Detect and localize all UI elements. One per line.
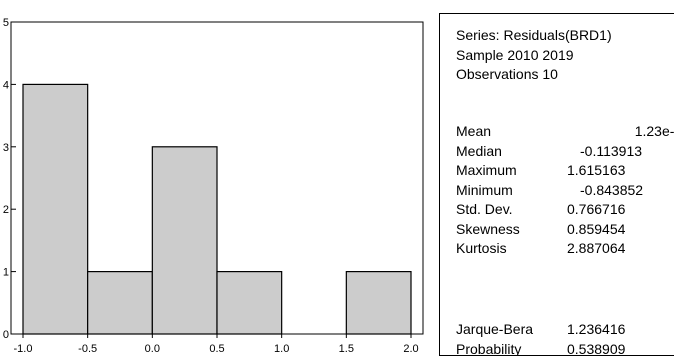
x-tick-label: 2.0 [403,343,418,355]
stat-row: Mean 1.23e-15 [456,122,674,142]
normality-test-table: Jarque-Bera 1.236416 Probability 0.53890… [456,320,674,356]
stat-label: Std. Dev. [456,201,513,217]
y-axis: 0 1 2 3 4 5 [3,17,16,341]
y-tick-label: 2 [3,204,9,216]
y-tick-label: 0 [3,329,9,341]
series-info: Series: Residuals(BRD1) Sample 2010 2019… [440,14,674,85]
x-tick-label: -0.5 [78,343,97,355]
sample-range: Sample 2010 2019 [456,46,574,63]
stat-row: Std. Dev. 0.766716 [456,200,674,220]
histogram-bar [345,271,412,335]
stat-value: 2.887064 [567,240,626,256]
stat-label: Maximum [456,162,517,178]
stat-row: Maximum 1.615163 [456,161,674,181]
y-tick-label: 5 [3,17,9,29]
stat-label: Median [456,142,502,159]
x-tick-label: 1.0 [274,343,289,355]
series-name: Series: Residuals(BRD1) [456,27,612,43]
observations-count: Observations 10 [456,66,558,82]
stat-row: Jarque-Bera 1.236416 [456,320,674,340]
histogram-bars [22,83,412,335]
histogram-bar [151,146,218,335]
stat-label: Jarque-Bera [456,321,534,337]
y-tick-label: 3 [3,142,9,154]
stat-row: Median -0.113913 [456,142,674,162]
x-axis: -1.0 -0.5 0.0 0.5 1.0 1.5 2.0 [14,334,419,355]
stat-value: 1.615163 [567,162,626,178]
stat-row: Probability 0.538909 [456,340,674,356]
y-tick-label: 4 [3,79,9,91]
stat-label: Probability [456,340,522,356]
stat-value: 0.766716 [567,201,626,217]
histogram-chart: 0 1 2 3 4 5 -1.0 -0.5 0.0 0.5 1.0 1.5 2.0 [3,17,424,355]
stat-value: 1.23e-15 [634,123,674,139]
stat-value: -0.843852 [580,181,644,198]
x-tick-label: 0.5 [209,343,224,355]
stat-value: 1.236416 [567,321,626,337]
stat-row: Kurtosis 2.887064 [456,239,674,259]
stat-label: Kurtosis [456,240,507,256]
histogram-bar [87,271,153,335]
stat-label: Skewness [456,220,520,237]
y-tick-label: 1 [3,267,9,279]
histogram-bar [216,271,283,335]
statistics-panel: Series: Residuals(BRD1) Sample 2010 2019… [439,13,674,356]
stat-label: Minimum [456,181,513,198]
x-tick-label: -1.0 [14,343,33,355]
x-tick-label: 1.5 [339,343,354,355]
stat-row: Skewness 0.859454 [456,220,674,240]
stat-value: 0.538909 [567,340,626,356]
stat-value: -0.113913 [580,142,643,159]
descriptive-stats-table: Mean 1.23e-15 Median -0.113913 Maximum 1… [456,122,674,259]
histogram-bar [22,83,89,335]
stat-label: Mean [456,123,492,139]
stat-value: 0.859454 [567,220,626,237]
stat-row: Minimum -0.843852 [456,181,674,201]
x-tick-label: 0.0 [145,343,160,355]
